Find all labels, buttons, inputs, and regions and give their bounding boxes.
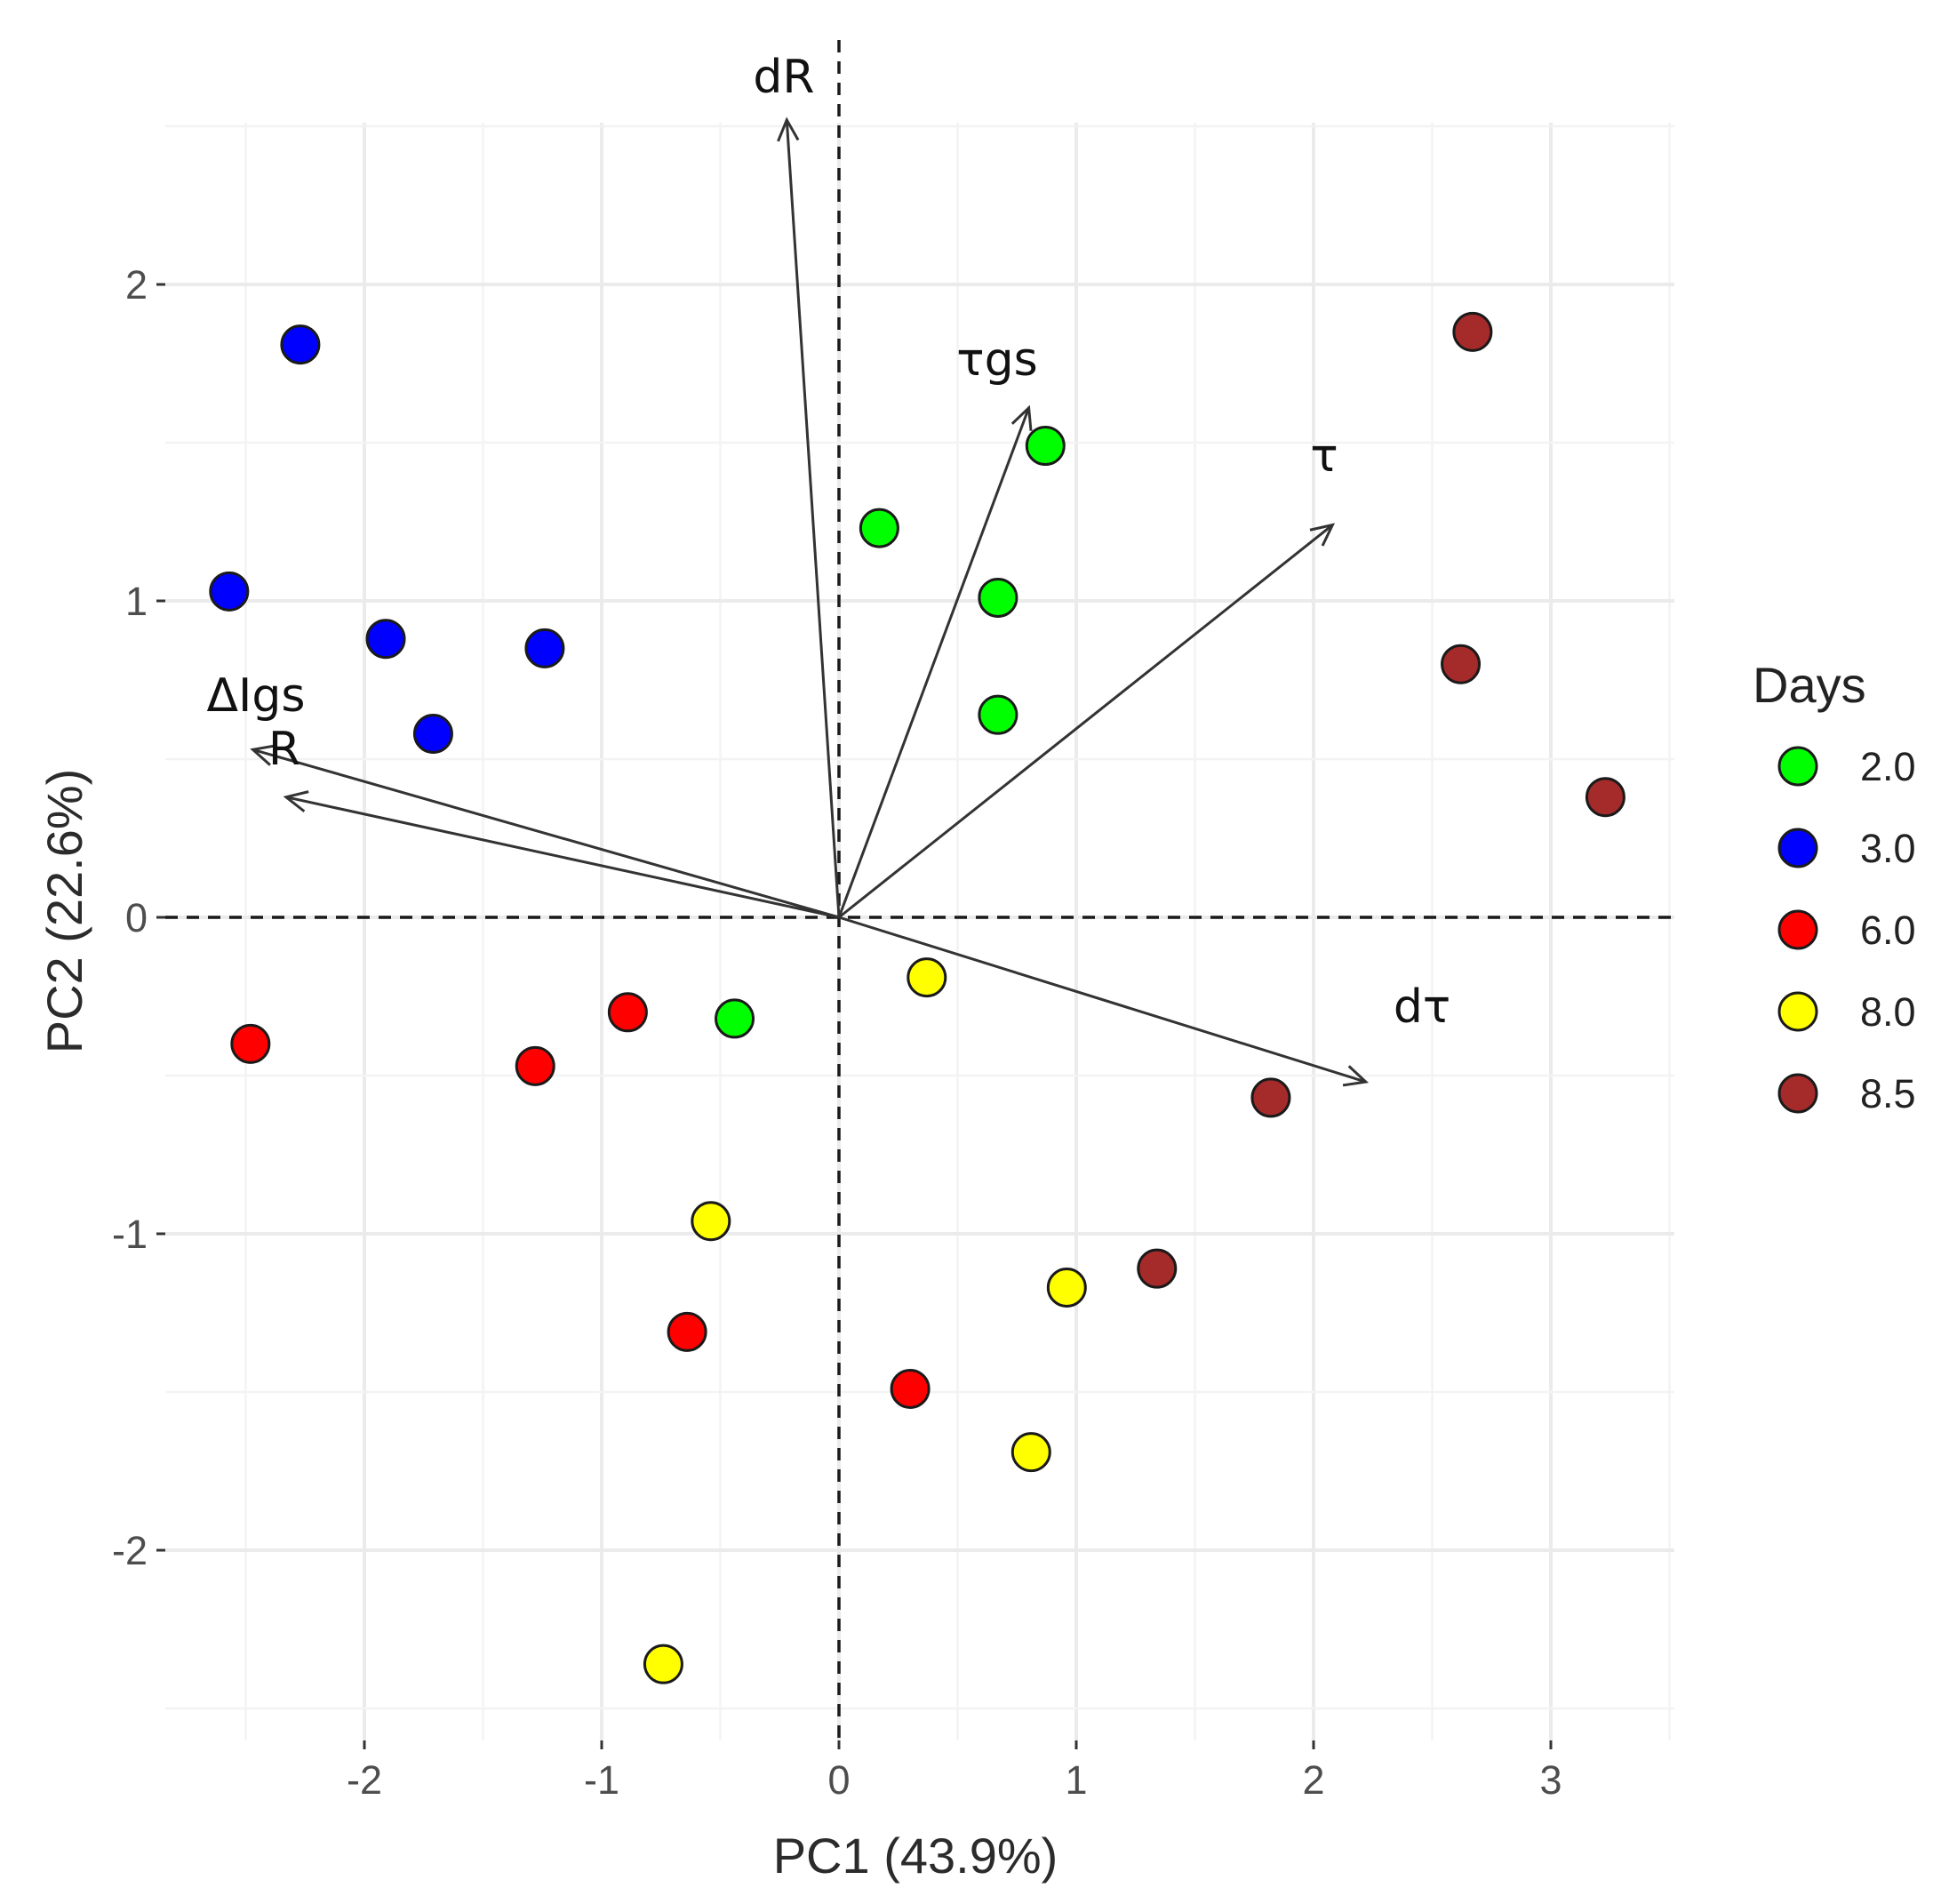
point-day-8.5 bbox=[1441, 644, 1482, 684]
point-day-8.5 bbox=[1137, 1248, 1178, 1289]
vector-label-τ: τ bbox=[1310, 429, 1338, 483]
vector-ΔIgs bbox=[252, 748, 840, 919]
point-day-6.0 bbox=[515, 1045, 555, 1086]
point-day-2.0 bbox=[978, 694, 1018, 735]
arrow-head-R bbox=[283, 790, 309, 812]
y-tick-label: 2 bbox=[125, 262, 148, 308]
x-tick-label: -2 bbox=[347, 1757, 382, 1803]
point-day-8.5 bbox=[1452, 311, 1493, 352]
legend-key-8.5 bbox=[1777, 1073, 1818, 1114]
grid bbox=[165, 123, 1674, 1740]
x-tick-label: -1 bbox=[584, 1757, 619, 1803]
x-axis-title: PC1 (43.9%) bbox=[773, 1828, 1058, 1884]
vector-label-dτ: dτ bbox=[1394, 980, 1450, 1034]
legend-label-8.5: 8.5 bbox=[1860, 1071, 1916, 1116]
reference-lines bbox=[165, 40, 1680, 1740]
point-day-3.0 bbox=[412, 714, 453, 755]
y-tick-label: 0 bbox=[125, 895, 148, 940]
legend: Days 2.0 3.0 6.0 8.0 8.5 bbox=[1753, 657, 1916, 1116]
point-day-8.0 bbox=[1010, 1432, 1051, 1473]
point-day-8.5 bbox=[1250, 1077, 1291, 1118]
legend-key-3.0 bbox=[1777, 828, 1818, 868]
vector-τ bbox=[838, 524, 1334, 919]
x-tick-label: 0 bbox=[827, 1757, 850, 1803]
x-tick-label: 1 bbox=[1065, 1757, 1087, 1803]
point-day-6.0 bbox=[230, 1023, 271, 1064]
legend-label-6.0: 6.0 bbox=[1860, 908, 1916, 953]
x-tick-label: 3 bbox=[1539, 1757, 1562, 1803]
arrow-head-dτ bbox=[1342, 1065, 1370, 1087]
vector-label-dR: dR bbox=[753, 51, 814, 104]
arrow-head-τ bbox=[1309, 523, 1336, 547]
point-day-3.0 bbox=[209, 571, 250, 612]
legend-label-8.0: 8.0 bbox=[1860, 989, 1916, 1035]
y-tick-label: 1 bbox=[125, 579, 148, 624]
vector-R bbox=[285, 796, 840, 919]
vector-label-ΔIgs: ΔIgs bbox=[206, 669, 305, 723]
arrow-head-τgs bbox=[1010, 404, 1033, 431]
arrow-head-dR bbox=[777, 116, 800, 142]
legend-key-8.0 bbox=[1777, 991, 1818, 1032]
point-day-3.0 bbox=[280, 324, 321, 365]
vector-dR bbox=[785, 119, 841, 918]
point-day-6.0 bbox=[667, 1311, 707, 1352]
point-day-8.5 bbox=[1585, 777, 1625, 818]
y-axis-title: PC2 (22.6%) bbox=[36, 769, 92, 1054]
arrow-head-ΔIgs bbox=[250, 744, 276, 766]
legend-label-2.0: 2.0 bbox=[1860, 744, 1916, 789]
point-day-3.0 bbox=[365, 619, 406, 660]
y-tick-label: -2 bbox=[112, 1528, 148, 1573]
point-day-6.0 bbox=[890, 1368, 931, 1409]
point-day-8.0 bbox=[1046, 1268, 1087, 1308]
axes: PC1 (43.9%) PC2 (22.6%) -2 -1 0 1 2 3 2 1 0 -1 -2 bbox=[36, 262, 1562, 1884]
point-day-8.0 bbox=[691, 1201, 731, 1242]
y-tick-label: -1 bbox=[112, 1212, 148, 1257]
legend-key-6.0 bbox=[1777, 909, 1818, 950]
point-day-2.0 bbox=[978, 577, 1018, 618]
legend-key-2.0 bbox=[1777, 746, 1818, 787]
point-day-3.0 bbox=[524, 628, 565, 668]
vector-τgs bbox=[837, 407, 1031, 918]
point-day-8.0 bbox=[643, 1644, 683, 1684]
point-day-8.0 bbox=[907, 957, 947, 998]
data-points bbox=[209, 311, 1625, 1684]
vector-dτ bbox=[838, 916, 1367, 1084]
point-day-6.0 bbox=[607, 992, 648, 1033]
point-day-2.0 bbox=[1025, 426, 1066, 467]
point-day-2.0 bbox=[715, 998, 755, 1039]
vector-label-τgs: τgs bbox=[956, 333, 1037, 387]
x-tick-label: 2 bbox=[1302, 1757, 1324, 1803]
legend-title: Days bbox=[1753, 657, 1866, 713]
legend-label-3.0: 3.0 bbox=[1860, 826, 1916, 871]
point-day-2.0 bbox=[859, 508, 899, 548]
vector-label-R: R bbox=[268, 723, 300, 776]
